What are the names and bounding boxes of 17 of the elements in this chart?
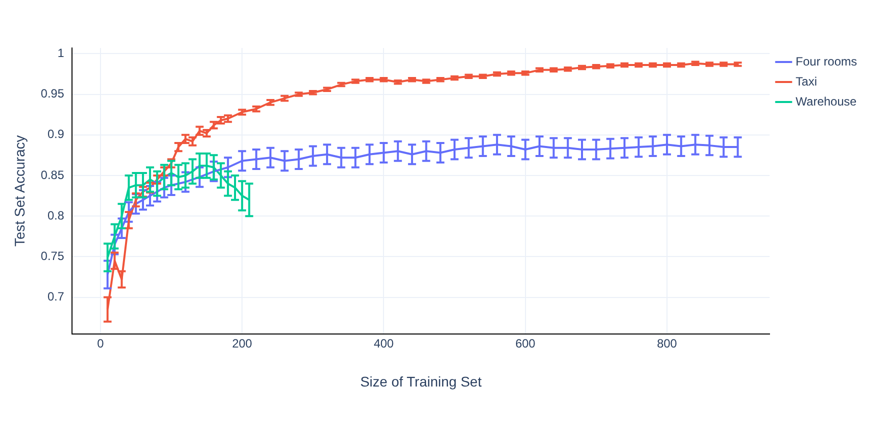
- y-tick-label: 0.8: [47, 208, 64, 222]
- x-tick-label: 0: [97, 336, 104, 350]
- x-tick-label: 400: [374, 336, 394, 350]
- y-tick-label: 0.95: [40, 86, 64, 101]
- legend-label: Four rooms: [796, 54, 858, 68]
- x-tick-label: 800: [656, 336, 678, 350]
- x-axis-title: Size of Training Set: [360, 373, 482, 390]
- y-tick-label: 1: [57, 46, 64, 60]
- y-tick-label: 0.9: [47, 127, 64, 142]
- x-tick-label: 200: [232, 336, 252, 350]
- legend-label: Warehouse: [796, 94, 857, 108]
- legend-label: Taxi: [796, 74, 817, 88]
- x-tick-label: 600: [515, 336, 536, 350]
- y-tick-label: 0.7: [47, 290, 64, 304]
- y-tick-label: 0.75: [40, 248, 64, 263]
- y-axis-title: Test Set Accuracy: [11, 135, 28, 247]
- y-tick-label: 0.85: [40, 168, 64, 182]
